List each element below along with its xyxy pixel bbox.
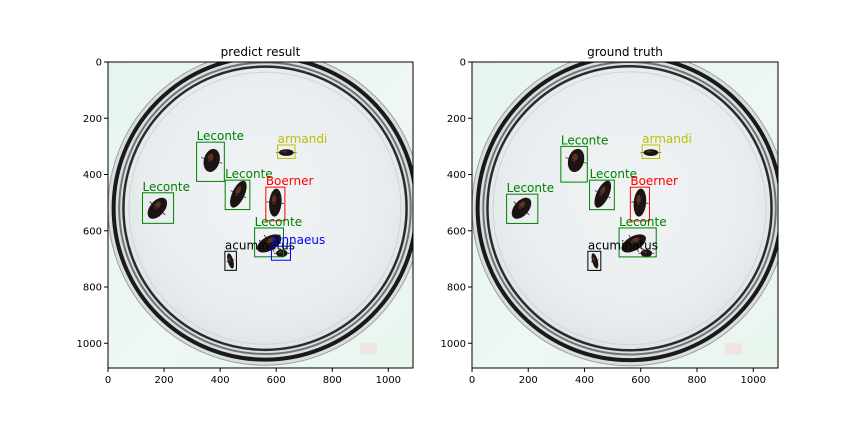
detection-label: Boerner [630,174,678,188]
detection-label: Leconte [197,129,245,143]
y-tick-label: 800 [83,283,102,294]
y-tick-label: 200 [447,114,466,125]
y-tick-label: 400 [447,170,466,181]
x-tick-label: 600 [631,375,650,386]
detection-label: Leconte [507,181,555,195]
panel-title: ground truth [587,45,663,59]
insect [226,253,235,269]
insect [640,149,662,156]
insect [147,197,168,219]
y-tick-label: 1000 [77,339,102,350]
detection-label: Linnaeus [271,233,325,247]
detection-label: Leconte [561,133,609,147]
detection-label: armandi [642,132,692,146]
x-tick-label: 400 [211,375,230,386]
y-tick-label: 600 [447,226,466,237]
detection-box [141,192,175,224]
detection-box [560,145,588,183]
y-tick-label: 600 [83,226,102,237]
insect [257,234,282,253]
insect [230,180,247,208]
panel-title: predict result [221,45,301,59]
insect [201,148,223,172]
dish-image [108,62,413,368]
y-tick-label: 0 [96,58,102,69]
y-tick-label: 800 [447,283,466,294]
detection-label: Leconte [255,215,302,229]
detection-box [589,179,615,211]
detection-box [196,141,225,182]
insect [511,197,532,219]
insect [631,188,649,217]
detection-label: acuminatus [588,238,658,252]
y-tick-label: 1000 [441,339,466,350]
detection-box [587,250,602,271]
detection-label: armandi [278,132,328,146]
insect [276,149,297,156]
detection-box [629,186,650,222]
x-tick-label: 0 [469,375,475,386]
detection-box [254,227,284,258]
x-tick-label: 200 [155,375,174,386]
x-tick-label: 600 [267,375,286,386]
detection-box [277,144,296,159]
detection-box [506,193,539,224]
detection-box [224,179,251,211]
y-tick-label: 0 [460,58,466,69]
detection-label: Leconte [225,167,273,181]
insect [594,180,612,208]
x-tick-label: 200 [519,375,538,386]
x-tick-label: 800 [687,375,706,386]
y-tick-label: 400 [83,170,102,181]
insect [621,234,646,253]
detection-label: Leconte [142,180,190,194]
panel-predict-result: predict result 0 200 400 600 800 1000 0 200 400 60… [77,45,414,386]
x-tick-label: 1000 [741,375,766,386]
axes-frame [471,61,779,369]
detection-box [265,186,286,222]
panel-ground-truth: ground truth 0 200 400 600 800 1000 0 200 400 600 8… [441,45,779,386]
detection-box [224,250,237,271]
insect [638,249,655,258]
x-tick-label: 1000 [376,375,401,386]
detection-label: Leconte [619,215,667,229]
detection-box [270,245,291,261]
insect [273,249,290,258]
detection-box [641,144,661,159]
insect [591,253,599,269]
detection-label: Leconte [590,167,638,181]
dish-image [472,62,778,368]
detection-label: Boerner [266,174,314,188]
axes-frame [107,61,414,369]
x-tick-label: 800 [323,375,342,386]
insect [565,148,587,173]
insect [266,188,284,217]
y-tick-label: 200 [83,114,102,125]
detection-box [618,227,657,258]
x-tick-label: 0 [105,375,111,386]
x-tick-label: 400 [575,375,594,386]
detection-label: acuminatus [225,238,295,252]
